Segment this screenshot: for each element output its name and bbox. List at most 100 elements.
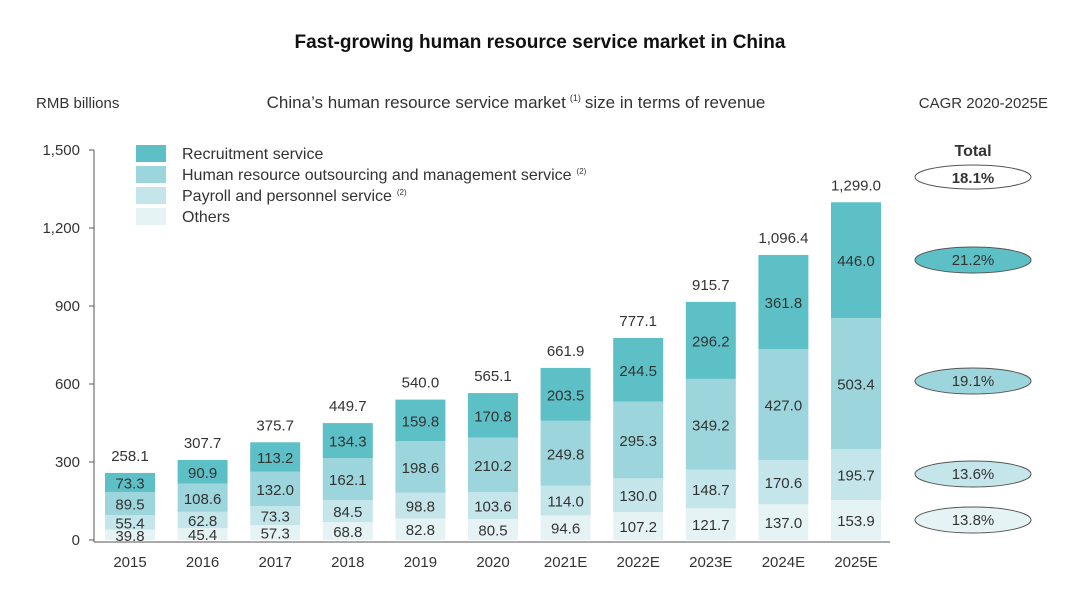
cagr-panel: Total 18.1% 21.2% 19.1% 13.6% 13.8% [914,143,1032,534]
x-tick-label: 2021E [544,554,587,571]
legend-label: Others [182,209,230,226]
segment-value-label: 84.5 [333,504,362,521]
subtitle-superscript: (1) [570,93,581,103]
bar-segment [613,401,664,479]
bar-segment [613,337,664,402]
segment-value-label: 130.0 [619,488,657,505]
segment-value-label: 170.8 [474,408,512,425]
segment-value-label: 198.6 [402,460,440,477]
segment-value-label: 159.8 [402,413,440,430]
total-value-label: 258.1 [111,448,149,465]
segment-value-label: 114.0 [547,494,583,511]
bar-segment [322,423,373,458]
segment-value-label: 134.3 [329,434,367,451]
segment-value-label: 121.7 [692,517,730,534]
bar-segment [758,254,809,350]
y-tick-label: 900 [55,298,80,315]
bar-segment [685,378,736,470]
bar-segment [177,511,228,529]
segment-value-label: 73.3 [115,475,144,492]
cagr-ellipse [914,367,1032,395]
legend-swatch [136,166,166,183]
segment-value-label: 446.0 [837,253,875,270]
y-tick-label: 600 [55,376,80,393]
segment-value-label: 89.5 [115,497,144,514]
bar-segment [322,500,373,523]
cagr-ellipse [914,506,1032,534]
bar-segment [395,399,446,442]
cagr-ellipse [914,246,1032,274]
bar-segment [831,202,881,319]
x-tick-label: 2023E [689,554,732,571]
bar-segment [758,349,809,461]
bar-segment [177,483,228,512]
y-tick-label: 300 [55,454,80,471]
bar-segment [250,506,301,526]
bar-segment [540,515,591,540]
total-value-label: 540.0 [402,375,440,392]
subtitle-main: China’s human resource service market [267,93,566,112]
legend-label: Payroll and personnel service [182,188,392,205]
segment-value-label: 296.2 [692,333,730,350]
bar-segment [177,528,228,540]
bar-segment [758,504,809,540]
segment-value-label: 153.9 [837,513,875,530]
bar-segment [613,478,664,513]
segment-value-label: 503.4 [837,377,875,394]
segment-value-label: 55.4 [115,515,144,532]
bar-segment [468,437,518,493]
bar-segment [395,492,446,519]
cagr-value: 13.8% [952,512,995,529]
y-axis-label: RMB billions [36,95,119,112]
bar-segment [540,485,591,516]
total-value-label: 915.7 [692,277,730,294]
x-tick-label: 2019 [404,554,437,571]
segment-value-label: 80.5 [478,523,507,540]
chart-subtitle: China’s human resource service market (1)… [267,93,766,112]
bar-segment [322,457,373,501]
bar-segment [105,491,155,516]
bar-segment [685,301,736,379]
cagr-total-value: 18.1% [952,170,995,187]
legend: Recruitment service Human resource outsou… [136,145,587,226]
subtitle-suffix: size in terms of revenue [585,93,765,112]
legend-entry: Payroll and personnel service (2) [182,188,407,205]
legend-swatch [136,208,166,225]
bar-segment [105,472,155,492]
total-value-label: 661.9 [547,343,585,360]
legend-label: Recruitment service [182,146,323,163]
bar-segment [831,318,881,450]
segment-value-label: 137.0 [765,515,803,532]
total-value-label: 1,096.4 [758,230,808,247]
bar-segment [540,367,591,421]
bar-segment [758,460,809,505]
cagr-value: 13.6% [952,466,995,483]
bar-segment [322,522,373,540]
segment-value-label: 98.8 [406,499,435,516]
bar-segment [831,449,881,500]
total-value-label: 307.7 [184,435,222,452]
x-tick-label: 2018 [331,554,364,571]
x-tick-label: 2025E [834,554,877,571]
total-value-label: 375.7 [256,417,294,434]
segment-value-label: 57.3 [261,526,290,543]
total-value-label: 565.1 [474,368,512,385]
bar-segment [468,519,518,540]
legend-label: Human resource outsourcing and managemen… [182,167,572,184]
bar-segment [468,492,518,520]
segment-value-label: 295.3 [619,433,657,450]
legend-entry: Human resource outsourcing and managemen… [182,167,587,184]
segment-value-label: 162.1 [329,472,367,489]
segment-value-label: 90.9 [188,465,217,482]
cagr-value: 21.2% [952,252,995,269]
cagr-ellipse [914,460,1032,488]
cagr-total-header: Total [954,143,991,160]
cagr-header: CAGR 2020-2025E [919,95,1048,112]
bar-segment [250,525,301,540]
legend-swatch [136,145,166,162]
segment-value-label: 244.5 [619,363,657,380]
legend-superscript: (2) [577,167,587,176]
bar-segment [685,508,736,540]
segment-value-label: 113.2 [257,450,293,467]
legend-superscript: (2) [397,188,407,197]
